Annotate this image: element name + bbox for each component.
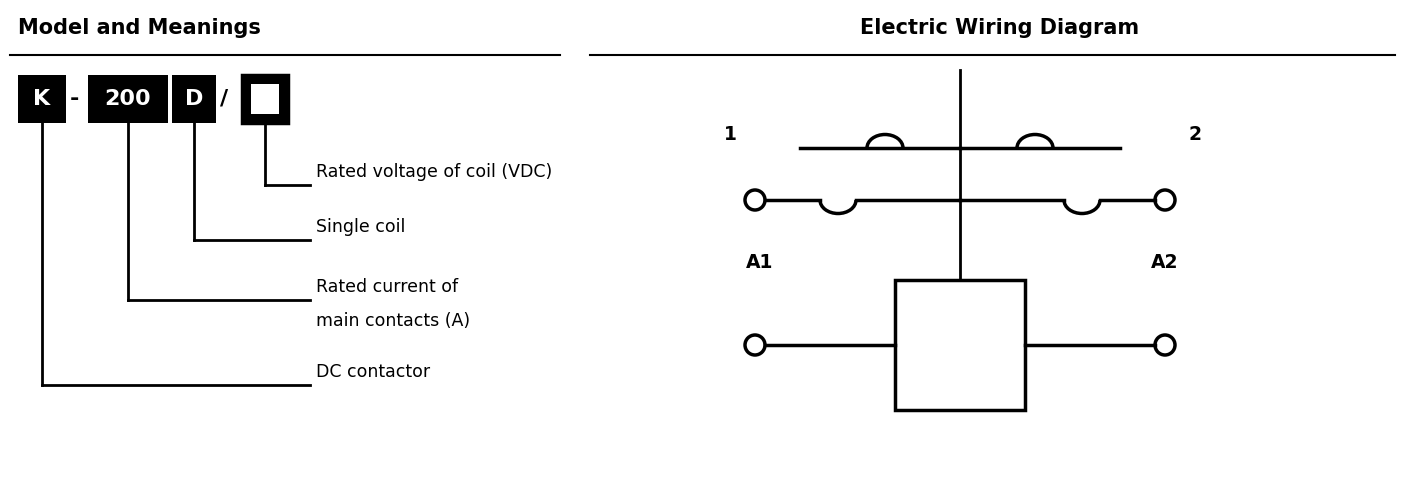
Text: DC contactor: DC contactor <box>316 363 431 381</box>
Text: 1: 1 <box>724 126 737 145</box>
Text: /: / <box>220 89 229 109</box>
Text: Model and Meanings: Model and Meanings <box>18 18 261 38</box>
Text: Single coil: Single coil <box>316 218 405 236</box>
Bar <box>895 280 1026 410</box>
Text: Rated voltage of coil (VDC): Rated voltage of coil (VDC) <box>316 163 553 181</box>
Bar <box>18 75 66 123</box>
Text: K: K <box>34 89 51 109</box>
Text: Rated current of: Rated current of <box>316 278 459 296</box>
Text: A1: A1 <box>746 253 773 272</box>
Text: 200: 200 <box>105 89 152 109</box>
Bar <box>173 75 216 123</box>
Text: -: - <box>70 89 80 109</box>
Text: 2: 2 <box>1188 126 1201 145</box>
Bar <box>241 75 288 123</box>
Bar <box>88 75 168 123</box>
Bar <box>251 84 279 114</box>
Text: D: D <box>185 89 203 109</box>
Text: A2: A2 <box>1152 253 1179 272</box>
Text: main contacts (A): main contacts (A) <box>316 312 470 330</box>
Text: Electric Wiring Diagram: Electric Wiring Diagram <box>860 18 1139 38</box>
